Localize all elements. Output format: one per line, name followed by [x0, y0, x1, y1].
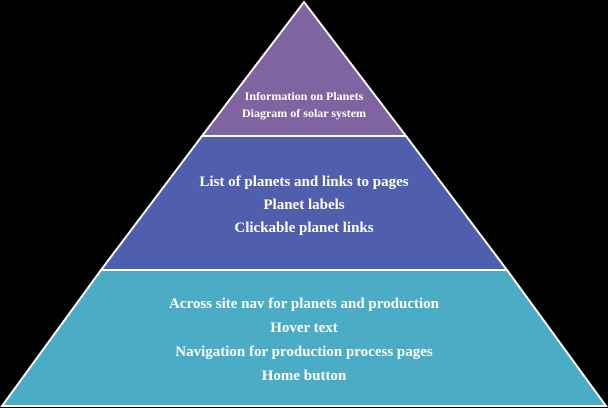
tier-bottom-line: Home button	[261, 368, 347, 384]
tier-top-line: Information on Planets	[244, 89, 364, 103]
tier-top-line: Diagram of solar system	[241, 106, 367, 120]
tier-middle-line: Clickable planet links	[234, 220, 374, 236]
tier-middle-line: List of planets and links to pages	[199, 174, 409, 190]
tier-bottom-line: Navigation for production process pages	[175, 344, 433, 360]
tier-middle-text: List of planets and links to pages Plane…	[0, 171, 608, 240]
tier-bottom-text: Across site nav for planets and producti…	[0, 292, 608, 388]
tier-bottom-line: Across site nav for planets and producti…	[168, 296, 440, 312]
tier-middle-line: Planet labels	[263, 197, 345, 213]
tier-top-text: Information on Planets Diagram of solar …	[0, 88, 608, 122]
tier-bottom-line: Hover text	[270, 320, 338, 336]
pyramid-tier-top	[199, 0, 409, 137]
